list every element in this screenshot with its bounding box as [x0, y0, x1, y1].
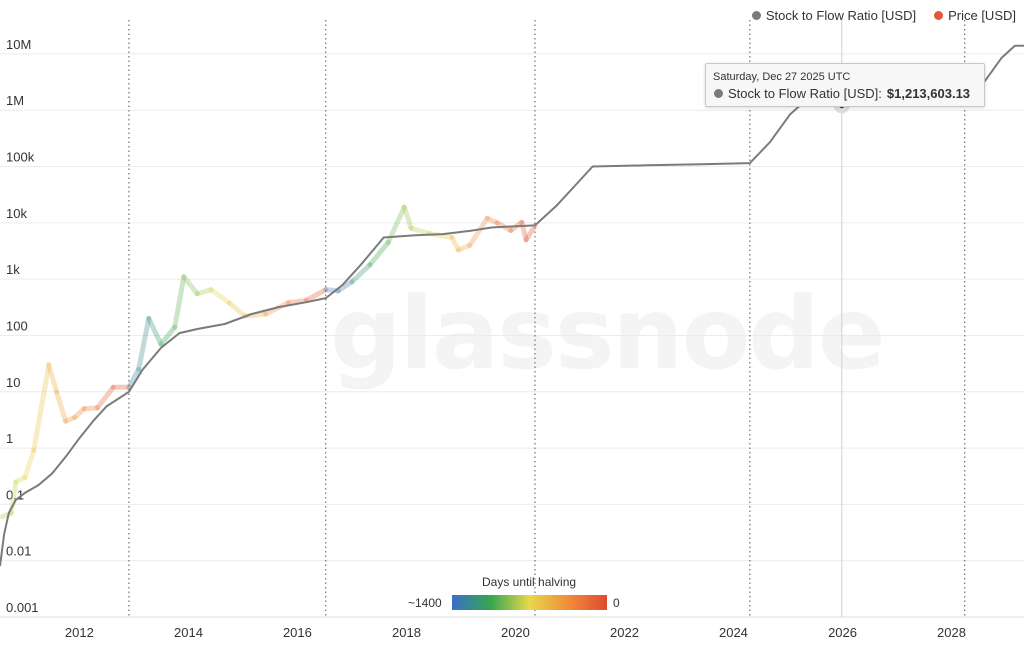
price-segment	[194, 287, 214, 297]
price-segment	[46, 362, 60, 395]
y-tick-label: 0.01	[6, 544, 31, 559]
price-segment	[94, 384, 116, 411]
price-segment	[285, 297, 309, 306]
x-tick-label: 2018	[392, 625, 421, 640]
legend-label-s2f: Stock to Flow Ratio [USD]	[765, 8, 917, 23]
hover-marker	[833, 20, 850, 617]
price-segment	[136, 316, 152, 372]
price-segment	[523, 223, 538, 243]
price-segment	[54, 389, 69, 424]
y-tick-label: 100	[6, 318, 28, 333]
colorbar-min-label: ~1400	[408, 596, 442, 610]
price-segment	[126, 366, 142, 390]
price-segment	[13, 475, 28, 485]
x-axis: 2012 2014 2016 2018 2020 2022 2024 2026 2028	[0, 616, 1024, 640]
price-segment	[455, 242, 473, 253]
tooltip-dot	[714, 89, 723, 98]
y-tick-label: 10M	[6, 37, 31, 52]
price-segment	[226, 300, 248, 319]
price-series	[0, 204, 538, 520]
legend-dot-price	[934, 11, 944, 20]
price-segment	[63, 414, 78, 424]
legend-item-s2f[interactable]: Stock to Flow Ratio [USD]	[751, 8, 917, 23]
price-segment	[31, 362, 52, 454]
price-segment	[172, 274, 187, 330]
tooltip-date: Saturday, Dec 27 2025 UTC	[713, 71, 851, 83]
tooltip-row: Stock to Flow Ratio [USD]: $1,213,603.13	[714, 86, 970, 101]
price-segment	[467, 215, 490, 248]
watermark-logo: glassnode	[330, 275, 886, 392]
price-segment	[158, 324, 178, 347]
y-tick-label: 1M	[6, 93, 24, 108]
price-segment	[408, 225, 432, 236]
price-segment	[81, 405, 100, 412]
tooltip: Saturday, Dec 27 2025 UTC Stock to Flow …	[705, 63, 985, 107]
price-segment	[303, 287, 329, 303]
y-tick-label: 10k	[6, 206, 27, 221]
price-segment	[484, 215, 500, 226]
y-tick-label: 100k	[6, 150, 35, 165]
x-tick-label: 2026	[828, 625, 857, 640]
colorbar-title: Days until halving	[482, 575, 577, 589]
price-segment	[335, 279, 355, 294]
y-tick-label: 10	[6, 375, 20, 390]
colorbar-max-label: 0	[613, 596, 620, 610]
s2f-series	[0, 44, 1024, 567]
legend-label-price: Price [USD]	[948, 8, 1016, 23]
legend-dot-s2f	[751, 11, 761, 20]
x-tick-label: 2028	[937, 625, 966, 640]
price-segment	[349, 262, 373, 285]
tooltip-value: $1,213,603.13	[886, 86, 971, 101]
tooltip-series-label: Stock to Flow Ratio [USD]:	[728, 86, 882, 101]
x-tick-label: 2016	[283, 625, 312, 640]
colorbar-gradient	[452, 595, 607, 610]
x-tick-label: 2024	[719, 625, 748, 640]
x-tick-label: 2020	[501, 625, 530, 640]
price-segment	[401, 204, 414, 231]
legend: Stock to Flow Ratio [USD] Price [USD]	[751, 8, 1016, 23]
legend-item-price[interactable]: Price [USD]	[934, 8, 1016, 23]
s2f-line	[0, 44, 1024, 567]
y-tick-label: 0.1	[6, 487, 24, 502]
price-segment	[449, 234, 461, 253]
price-segment	[208, 287, 232, 306]
y-tick-label: 1k	[6, 262, 20, 277]
y-tick-label: 1	[6, 431, 13, 446]
y-axis: 0.001 0.01 0.1 1 10 100 1k 10k 100k 1M 10M	[6, 37, 39, 615]
x-tick-label: 2012	[65, 625, 94, 640]
price-segment	[146, 316, 164, 347]
price-segment	[72, 406, 87, 420]
grid-lines	[0, 53, 1024, 618]
halving-lines	[128, 20, 966, 617]
x-tick-label: 2014	[174, 625, 203, 640]
y-tick-label: 0.001	[6, 600, 39, 615]
price-segment	[367, 239, 391, 268]
price-segment	[181, 274, 200, 297]
x-tick-label: 2022	[610, 625, 639, 640]
price-segment	[22, 448, 37, 481]
